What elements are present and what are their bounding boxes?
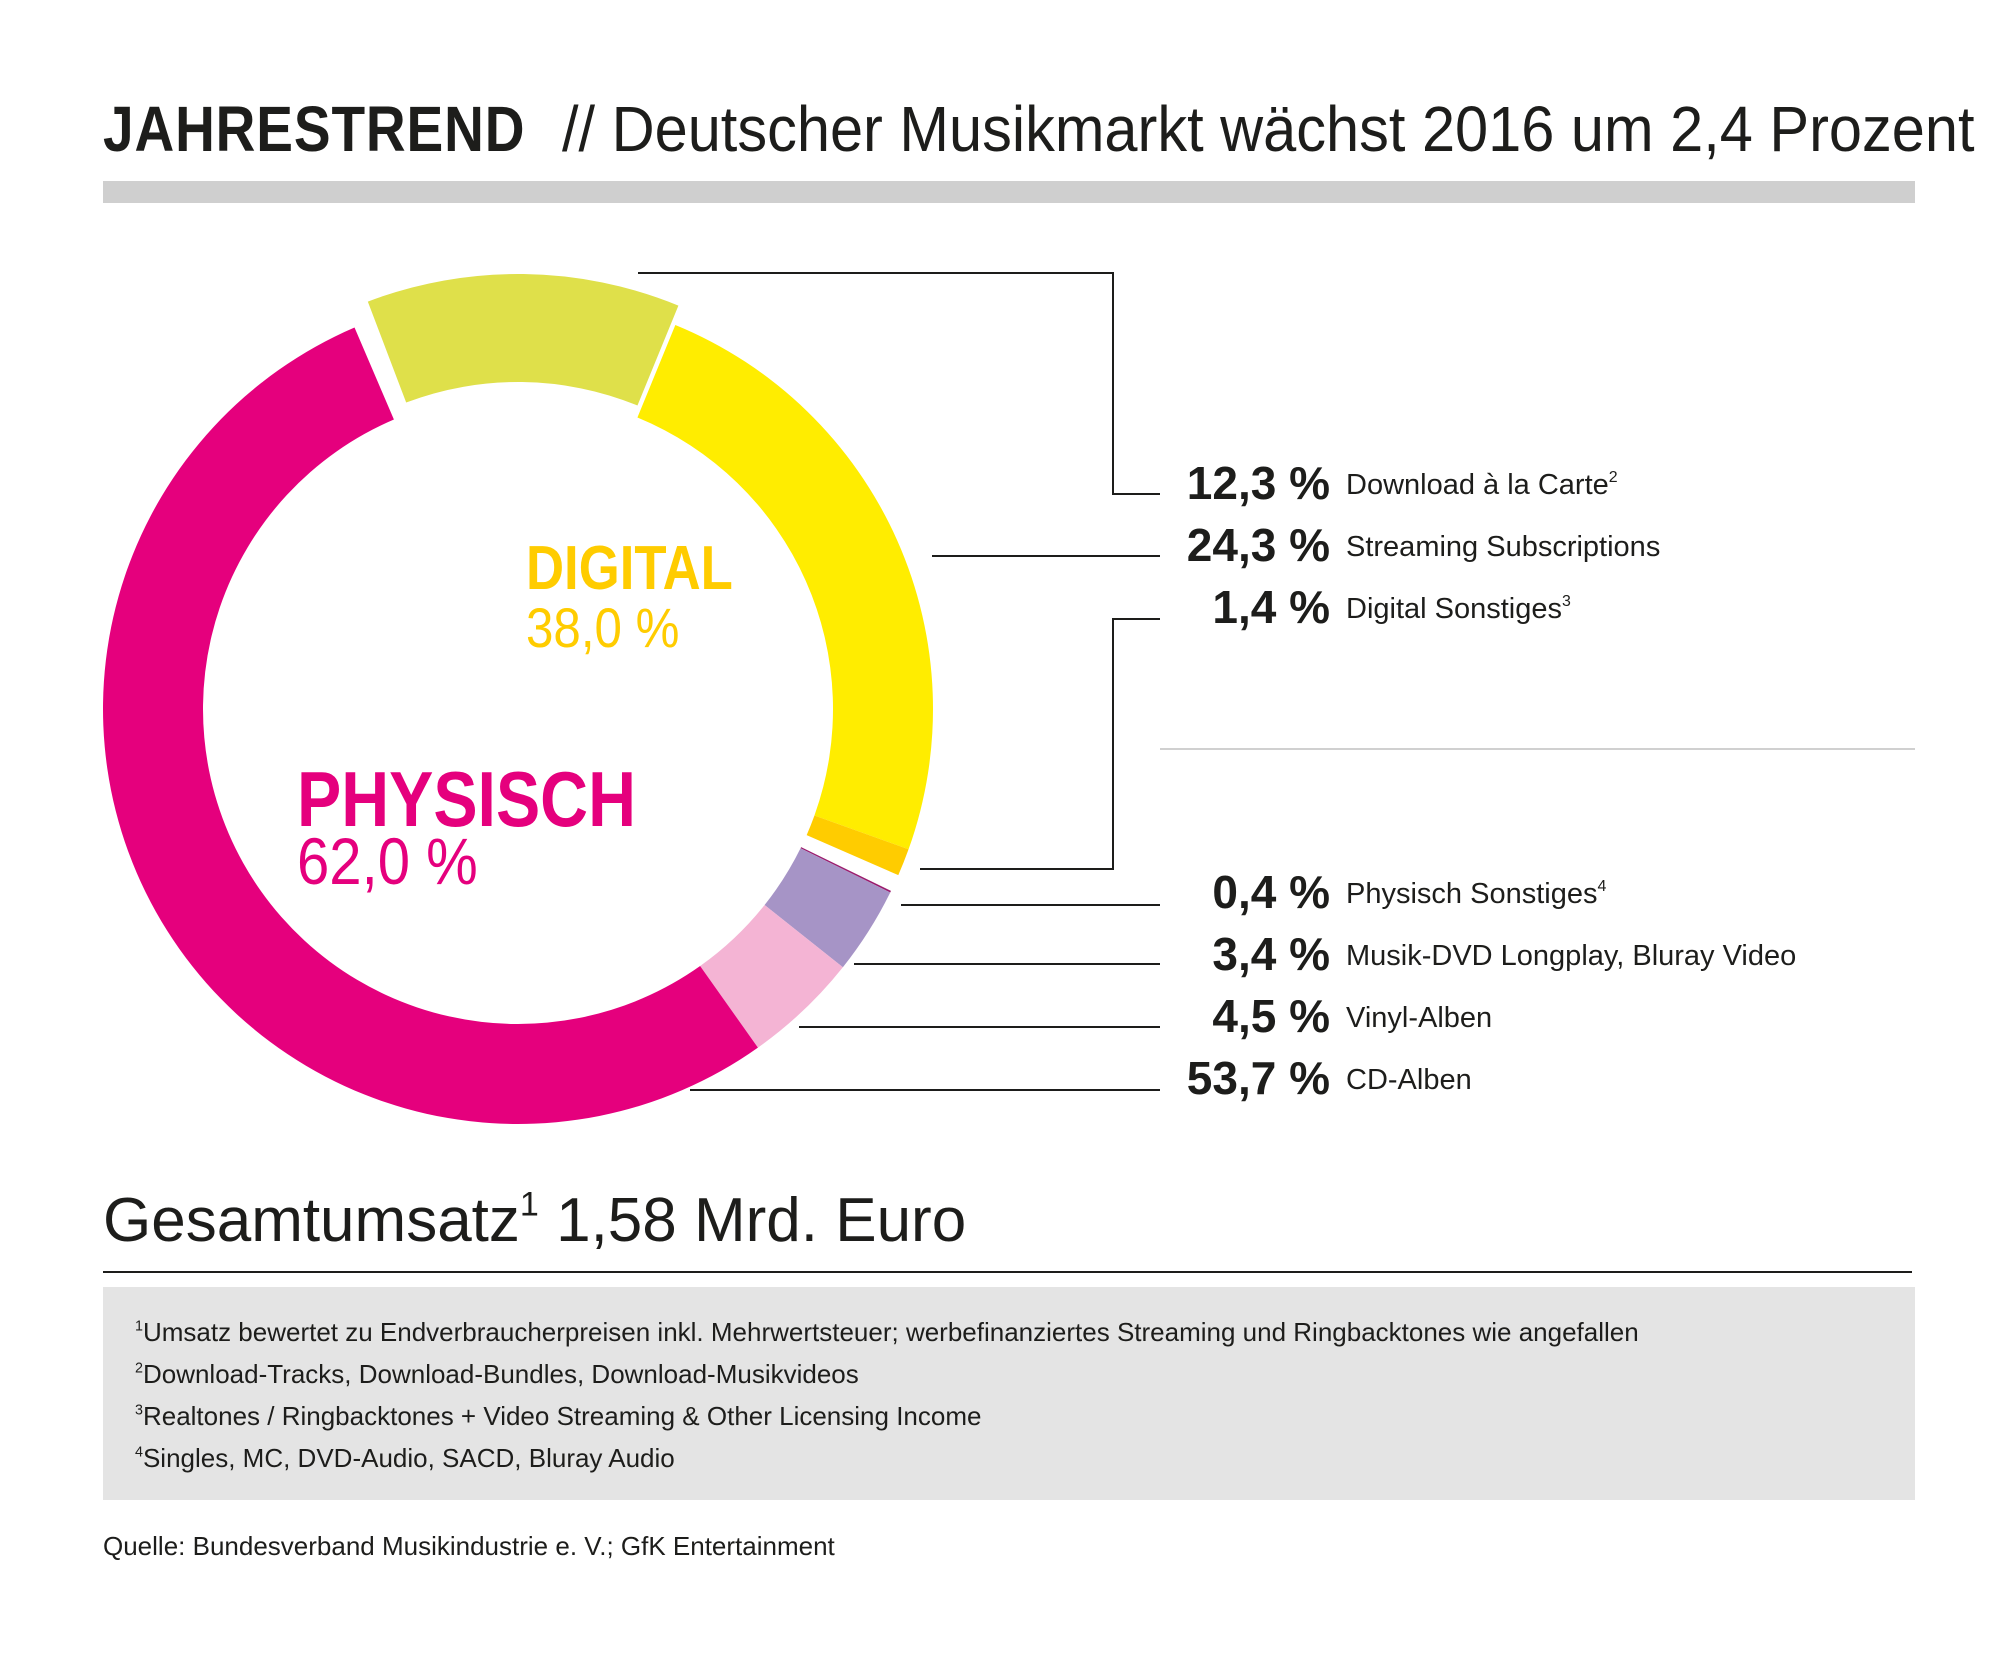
legend-item-streaming: 24,3 % Streaming Subscriptions — [1160, 518, 1920, 578]
page-title: JAHRESTREND // Deutscher Musikmarkt wäch… — [103, 92, 2000, 166]
legend-label: Musik-DVD Longplay, Bluray Video — [1346, 940, 1797, 972]
donut-segment-vinyl — [700, 905, 843, 1048]
footnote-3: 3Realtones / Ringbacktones + Video Strea… — [135, 1401, 982, 1431]
donut-segment-streaming — [637, 324, 933, 850]
title-underline-bar — [103, 181, 1915, 203]
legend-label: Physisch Sonstiges4 — [1346, 878, 1607, 910]
total-divider — [103, 1271, 1912, 1273]
legend-pct: 3,4 % — [1212, 928, 1330, 980]
digital-group-value: 38,0 % — [526, 596, 680, 659]
legend-pct: 24,3 % — [1186, 519, 1330, 571]
legend-item-digital-sonstiges: 1,4 % Digital Sonstiges3 — [1160, 580, 1920, 640]
title-bold: JAHRESTREND — [103, 93, 526, 165]
source-note: Quelle: Bundesverband Musikindustrie e. … — [103, 1531, 835, 1561]
legend-pct: 0,4 % — [1212, 866, 1330, 918]
title-rest: // Deutscher Musikmarkt wächst 2016 um 2… — [561, 93, 1975, 165]
legend-item-vinyl: 4,5 % Vinyl-Alben — [1160, 989, 1920, 1049]
footnotes-box: 1Umsatz bewertet zu Endverbraucherpreise… — [103, 1287, 1915, 1500]
legend-label: Download à la Carte2 — [1346, 469, 1618, 501]
digital-group-label: DIGITAL — [526, 534, 733, 603]
legend-pct: 1,4 % — [1212, 581, 1330, 633]
legend-label: Streaming Subscriptions — [1346, 531, 1661, 563]
legend-pct: 53,7 % — [1186, 1052, 1330, 1104]
donut-segments — [103, 274, 933, 1124]
footnote-1: 1Umsatz bewertet zu Endverbraucherpreise… — [135, 1317, 1639, 1347]
legend-item-download: 12,3 % Download à la Carte2 — [1160, 456, 1920, 516]
leader-line-digital-sonstiges — [920, 618, 1160, 870]
donut-segment-download — [367, 274, 679, 406]
legend-pct: 4,5 % — [1212, 990, 1330, 1042]
total-revenue: Gesamtumsatz1 1,58 Mrd. Euro — [103, 1185, 967, 1255]
legend-label: Vinyl-Alben — [1346, 1002, 1493, 1034]
donut-segment-dvd — [764, 848, 891, 968]
donut-segment-physisch-sonstiges — [800, 847, 891, 893]
leader-line-download — [638, 272, 1160, 495]
donut-segment-digital-sonstiges — [806, 815, 909, 876]
legend-label: CD-Alben — [1346, 1064, 1472, 1096]
donut-segment-cd — [103, 327, 758, 1124]
leader-lines — [638, 272, 1160, 1091]
legend-item-physisch-sonstiges: 0,4 % Physisch Sonstiges4 — [1160, 865, 1920, 925]
legend-pct: 12,3 % — [1186, 457, 1330, 509]
legend-label: Digital Sonstiges3 — [1346, 593, 1571, 625]
physical-group-value: 62,0 % — [297, 824, 478, 898]
physical-group-label: PHYSISCH — [297, 755, 636, 843]
legend-item-cd: 53,7 % CD-Alben — [1160, 1051, 1920, 1111]
footnote-4: 4Singles, MC, DVD-Audio, SACD, Bluray Au… — [135, 1443, 675, 1473]
legend-item-dvd: 3,4 % Musik-DVD Longplay, Bluray Video — [1160, 927, 1920, 987]
footnote-2: 2Download-Tracks, Download-Bundles, Down… — [135, 1359, 859, 1389]
